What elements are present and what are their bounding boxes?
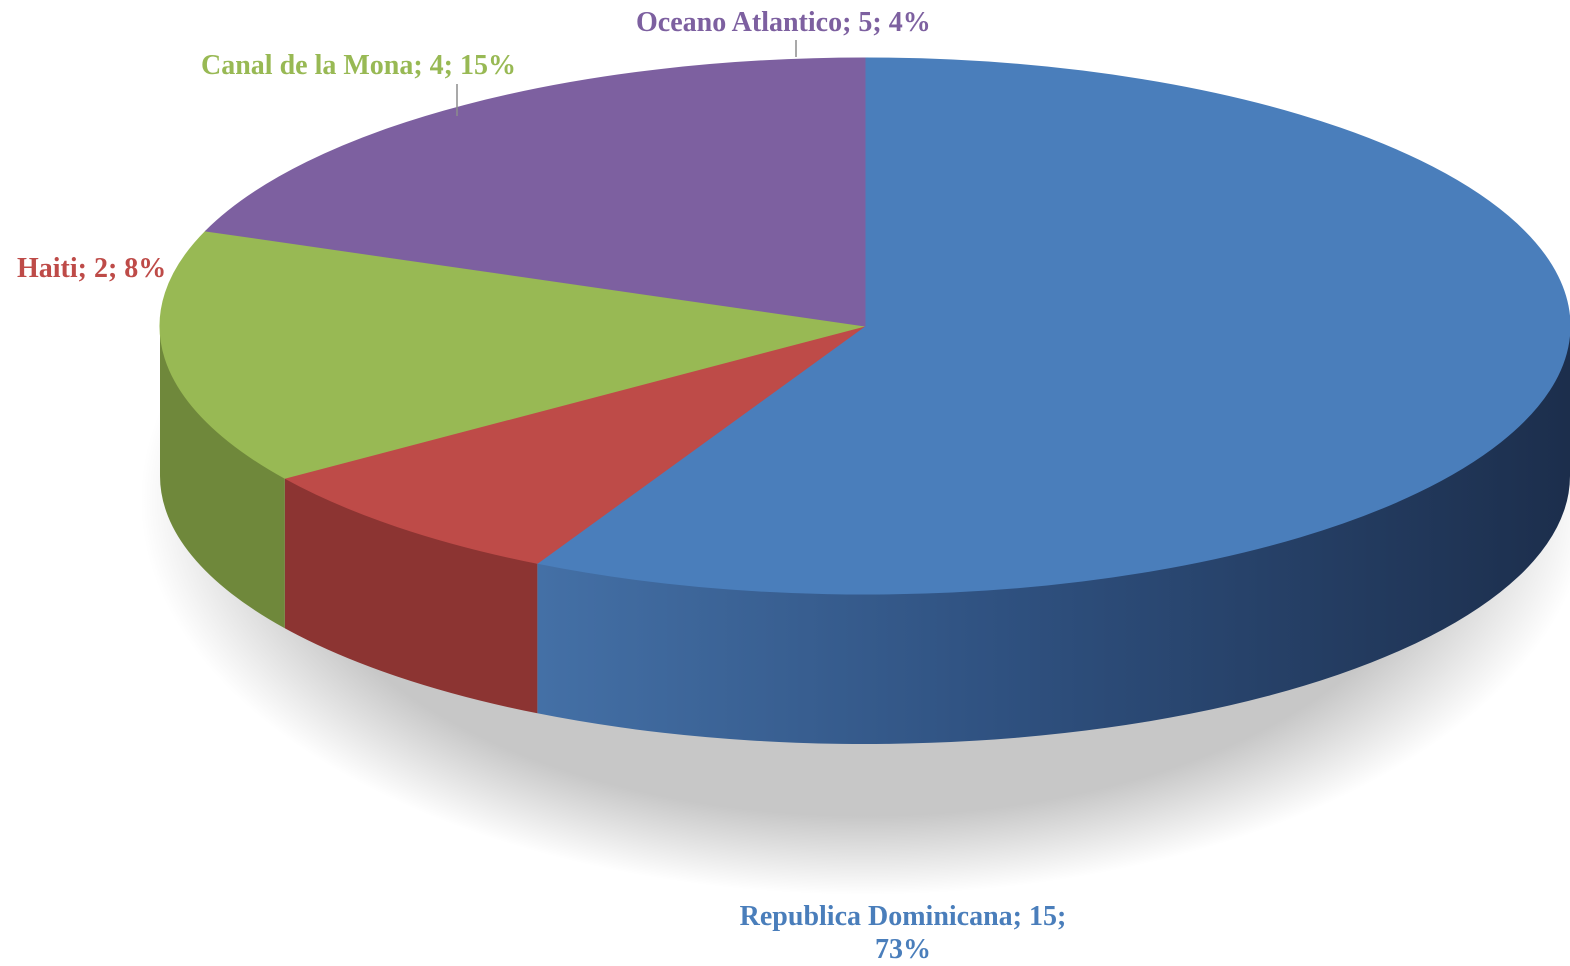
pie-side-walls bbox=[160, 326, 1570, 744]
data-label-atl: Oceano Atlantico; 5; 4% bbox=[636, 7, 931, 38]
slice-atl bbox=[204, 57, 866, 327]
slice-mona bbox=[159, 230, 866, 479]
leader-lines bbox=[456, 40, 797, 116]
data-label-rd-percent: 73% bbox=[875, 934, 931, 965]
data-labels: Republica Dominicana; 15;73% Haiti; 2; 8%… bbox=[17, 7, 1066, 965]
slice-side-haiti bbox=[284, 478, 538, 714]
slice-rd bbox=[536, 57, 1570, 595]
data-label-mona: Canal de la Mona; 4; 15% bbox=[201, 50, 516, 81]
slice-haiti bbox=[283, 325, 866, 564]
data-label-rd: Republica Dominicana; 15; bbox=[740, 901, 1067, 932]
slice-side-rd bbox=[537, 326, 1570, 744]
data-label-haiti: Haiti; 2; 8% bbox=[17, 253, 166, 284]
pie-slices bbox=[159, 57, 1570, 595]
slice-side-mona bbox=[160, 326, 285, 629]
